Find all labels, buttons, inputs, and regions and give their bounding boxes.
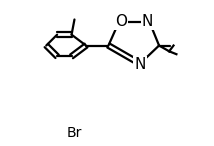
Text: Br: Br (67, 126, 82, 140)
Text: N: N (142, 14, 153, 29)
Text: O: O (115, 14, 127, 29)
Text: N: N (135, 57, 146, 72)
